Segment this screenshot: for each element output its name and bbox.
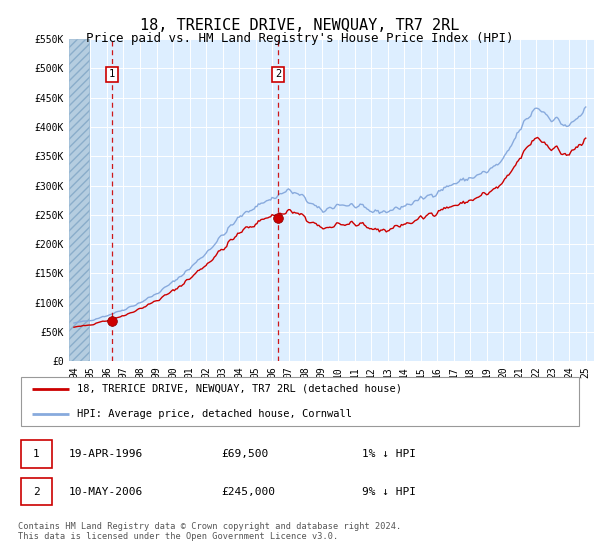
18, TRERICE DRIVE, NEWQUAY, TR7 2RL (detached house) [155, 297, 163, 304]
Text: 1% ↓ HPI: 1% ↓ HPI [362, 449, 416, 459]
18, TRERICE DRIVE, NEWQUAY, TR7 2RL (detached house) [538, 139, 545, 146]
FancyBboxPatch shape [21, 441, 52, 468]
Text: 2: 2 [33, 487, 40, 497]
18, TRERICE DRIVE, NEWQUAY, TR7 2RL (detached house) [70, 324, 77, 330]
18, TRERICE DRIVE, NEWQUAY, TR7 2RL (detached house) [577, 141, 584, 148]
Text: 2: 2 [275, 69, 281, 80]
HPI: Average price, detached house, Cornwall: (2.02e+03, 4.18e+05): Average price, detached house, Cornwall:… [575, 113, 583, 120]
Bar [69, 39, 89, 361]
Text: 10-MAY-2006: 10-MAY-2006 [69, 487, 143, 497]
Text: 19-APR-1996: 19-APR-1996 [69, 449, 143, 459]
18, TRERICE DRIVE, NEWQUAY, TR7 2RL (detached house) [534, 134, 541, 141]
Text: £245,000: £245,000 [221, 487, 275, 497]
HPI: Average price, detached house, Cornwall: (2e+03, 1.93e+05): Average price, detached house, Cornwall:… [208, 245, 215, 251]
Line: 18, TRERICE DRIVE, NEWQUAY, TR7 2RL (detached house): 18, TRERICE DRIVE, NEWQUAY, TR7 2RL (det… [74, 137, 586, 327]
HPI: Average price, detached house, Cornwall: (2e+03, 1.17e+05): Average price, detached house, Cornwall:… [155, 290, 163, 296]
Text: 1: 1 [109, 69, 115, 80]
Line: HPI: Average price, detached house, Cornwall: HPI: Average price, detached house, Corn… [74, 107, 586, 323]
HPI: Average price, detached house, Cornwall: (1.99e+03, 6.51e+04): Average price, detached house, Cornwall:… [70, 320, 77, 326]
18, TRERICE DRIVE, NEWQUAY, TR7 2RL (detached house) [582, 135, 589, 142]
Text: Contains HM Land Registry data © Crown copyright and database right 2024.
This d: Contains HM Land Registry data © Crown c… [18, 522, 401, 542]
18, TRERICE DRIVE, NEWQUAY, TR7 2RL (detached house) [208, 258, 215, 264]
18, TRERICE DRIVE, NEWQUAY, TR7 2RL (detached house) [95, 319, 103, 326]
HPI: Average price, detached house, Cornwall: (2.02e+03, 4.34e+05): Average price, detached house, Cornwall:… [582, 104, 589, 110]
Text: 9% ↓ HPI: 9% ↓ HPI [362, 487, 416, 497]
HPI: Average price, detached house, Cornwall: (2e+03, 1.15e+05): Average price, detached house, Cornwall:… [153, 291, 160, 297]
18, TRERICE DRIVE, NEWQUAY, TR7 2RL (detached house) [153, 297, 160, 304]
Text: £69,500: £69,500 [221, 449, 268, 459]
Text: 1: 1 [33, 449, 40, 459]
Text: HPI: Average price, detached house, Cornwall: HPI: Average price, detached house, Corn… [77, 408, 352, 418]
FancyBboxPatch shape [21, 377, 579, 426]
Text: Price paid vs. HM Land Registry's House Price Index (HPI): Price paid vs. HM Land Registry's House … [86, 32, 514, 45]
Text: 18, TRERICE DRIVE, NEWQUAY, TR7 2RL (detached house): 18, TRERICE DRIVE, NEWQUAY, TR7 2RL (det… [77, 384, 402, 394]
HPI: Average price, detached house, Cornwall: (2.02e+03, 4.28e+05): Average price, detached house, Cornwall:… [537, 108, 544, 114]
Text: 18, TRERICE DRIVE, NEWQUAY, TR7 2RL: 18, TRERICE DRIVE, NEWQUAY, TR7 2RL [140, 18, 460, 33]
FancyBboxPatch shape [21, 478, 52, 506]
HPI: Average price, detached house, Cornwall: (2e+03, 7.33e+04): Average price, detached house, Cornwall:… [95, 315, 103, 321]
